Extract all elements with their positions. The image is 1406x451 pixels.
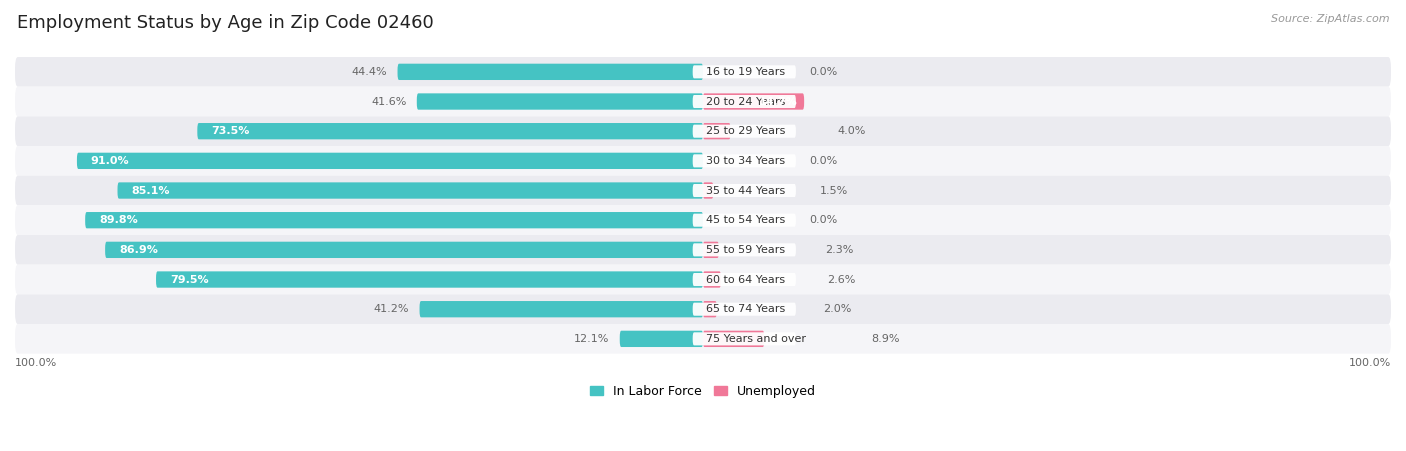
FancyBboxPatch shape [15, 295, 1391, 324]
Text: 86.9%: 86.9% [120, 245, 157, 255]
FancyBboxPatch shape [398, 64, 703, 80]
Text: 35 to 44 Years: 35 to 44 Years [706, 185, 786, 196]
FancyBboxPatch shape [703, 93, 804, 110]
Text: 2.3%: 2.3% [825, 245, 853, 255]
FancyBboxPatch shape [86, 212, 703, 228]
Text: Employment Status by Age in Zip Code 02460: Employment Status by Age in Zip Code 024… [17, 14, 433, 32]
FancyBboxPatch shape [693, 332, 796, 345]
FancyBboxPatch shape [620, 331, 703, 347]
Text: 0.0%: 0.0% [810, 215, 838, 225]
FancyBboxPatch shape [15, 116, 1391, 146]
FancyBboxPatch shape [15, 87, 1391, 116]
FancyBboxPatch shape [703, 272, 721, 288]
FancyBboxPatch shape [77, 153, 703, 169]
Text: 89.8%: 89.8% [98, 215, 138, 225]
Text: 91.0%: 91.0% [90, 156, 129, 166]
FancyBboxPatch shape [693, 124, 796, 138]
Text: 20 to 24 Years: 20 to 24 Years [706, 97, 786, 106]
Text: 1.5%: 1.5% [820, 185, 848, 196]
FancyBboxPatch shape [703, 182, 713, 199]
FancyBboxPatch shape [693, 244, 796, 256]
FancyBboxPatch shape [156, 272, 703, 288]
FancyBboxPatch shape [703, 301, 717, 318]
FancyBboxPatch shape [15, 205, 1391, 235]
FancyBboxPatch shape [693, 184, 796, 197]
Text: 100.0%: 100.0% [1348, 358, 1391, 368]
Text: 100.0%: 100.0% [15, 358, 58, 368]
FancyBboxPatch shape [693, 214, 796, 227]
FancyBboxPatch shape [197, 123, 703, 139]
Text: 73.5%: 73.5% [211, 126, 249, 136]
FancyBboxPatch shape [693, 273, 796, 286]
Text: 25 to 29 Years: 25 to 29 Years [706, 126, 786, 136]
FancyBboxPatch shape [703, 331, 765, 347]
Text: 85.1%: 85.1% [131, 185, 170, 196]
Text: 79.5%: 79.5% [170, 275, 208, 285]
FancyBboxPatch shape [693, 303, 796, 316]
Text: 14.7%: 14.7% [758, 97, 797, 106]
FancyBboxPatch shape [15, 57, 1391, 87]
Text: 55 to 59 Years: 55 to 59 Years [706, 245, 786, 255]
FancyBboxPatch shape [693, 65, 796, 78]
Text: 41.2%: 41.2% [374, 304, 409, 314]
Text: 2.0%: 2.0% [824, 304, 852, 314]
Text: 2.6%: 2.6% [828, 275, 856, 285]
FancyBboxPatch shape [105, 242, 703, 258]
FancyBboxPatch shape [118, 182, 703, 199]
FancyBboxPatch shape [15, 265, 1391, 295]
Text: 60 to 64 Years: 60 to 64 Years [706, 275, 786, 285]
FancyBboxPatch shape [703, 242, 718, 258]
FancyBboxPatch shape [15, 146, 1391, 176]
Text: 16 to 19 Years: 16 to 19 Years [706, 67, 786, 77]
Text: 0.0%: 0.0% [810, 156, 838, 166]
FancyBboxPatch shape [703, 123, 731, 139]
Text: Source: ZipAtlas.com: Source: ZipAtlas.com [1271, 14, 1389, 23]
FancyBboxPatch shape [693, 154, 796, 167]
Legend: In Labor Force, Unemployed: In Labor Force, Unemployed [585, 380, 821, 403]
FancyBboxPatch shape [15, 324, 1391, 354]
Text: 8.9%: 8.9% [870, 334, 900, 344]
Text: 0.0%: 0.0% [810, 67, 838, 77]
FancyBboxPatch shape [15, 235, 1391, 265]
Text: 12.1%: 12.1% [574, 334, 609, 344]
Text: 45 to 54 Years: 45 to 54 Years [706, 215, 786, 225]
FancyBboxPatch shape [693, 95, 796, 108]
Text: 65 to 74 Years: 65 to 74 Years [706, 304, 786, 314]
Text: 41.6%: 41.6% [371, 97, 406, 106]
FancyBboxPatch shape [15, 176, 1391, 205]
Text: 4.0%: 4.0% [837, 126, 866, 136]
FancyBboxPatch shape [416, 93, 703, 110]
Text: 30 to 34 Years: 30 to 34 Years [706, 156, 786, 166]
Text: 44.4%: 44.4% [352, 67, 387, 77]
Text: 75 Years and over: 75 Years and over [706, 334, 807, 344]
FancyBboxPatch shape [419, 301, 703, 318]
